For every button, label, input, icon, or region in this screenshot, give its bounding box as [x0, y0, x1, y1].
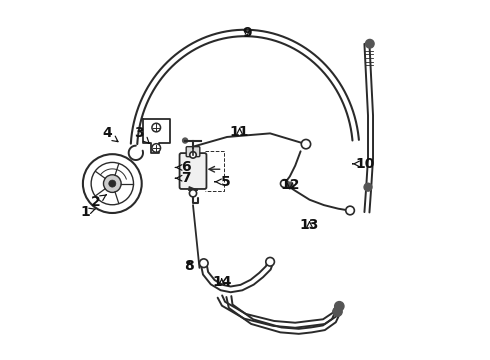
- Circle shape: [103, 175, 121, 192]
- Text: 14: 14: [212, 275, 231, 289]
- Circle shape: [190, 190, 196, 197]
- Circle shape: [366, 40, 374, 48]
- FancyBboxPatch shape: [179, 153, 206, 189]
- Text: 12: 12: [280, 178, 299, 192]
- Text: 6: 6: [175, 161, 191, 175]
- Text: 9: 9: [242, 26, 251, 40]
- Text: 4: 4: [102, 126, 118, 142]
- Text: 10: 10: [353, 157, 375, 171]
- Text: 1: 1: [80, 205, 96, 219]
- Text: 3: 3: [134, 126, 149, 143]
- Circle shape: [152, 144, 161, 152]
- FancyBboxPatch shape: [186, 147, 200, 157]
- Circle shape: [364, 183, 372, 191]
- Circle shape: [109, 180, 116, 187]
- Circle shape: [266, 257, 274, 266]
- Text: 13: 13: [300, 218, 319, 232]
- Text: 11: 11: [230, 125, 249, 139]
- Circle shape: [301, 139, 311, 149]
- Circle shape: [335, 302, 344, 311]
- Text: 8: 8: [185, 259, 195, 273]
- Circle shape: [152, 123, 161, 132]
- Circle shape: [183, 138, 188, 143]
- Circle shape: [190, 152, 196, 158]
- Circle shape: [287, 182, 293, 189]
- Text: 5: 5: [215, 175, 230, 189]
- Circle shape: [346, 206, 354, 215]
- Circle shape: [333, 307, 342, 316]
- Circle shape: [199, 259, 208, 267]
- Text: 2: 2: [91, 194, 106, 208]
- Circle shape: [280, 180, 289, 188]
- Text: 7: 7: [175, 171, 191, 185]
